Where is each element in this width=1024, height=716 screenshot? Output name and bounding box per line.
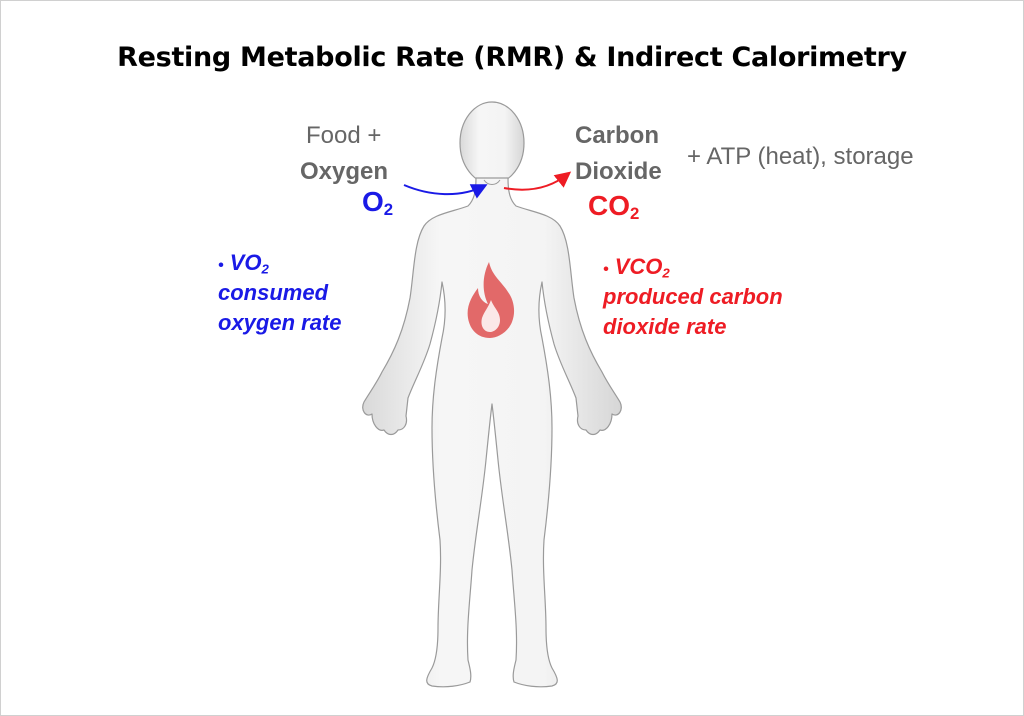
vo2-line3: oxygen rate xyxy=(218,310,342,335)
co2-formula: CO2 xyxy=(588,190,640,224)
vco2-line3: dioxide rate xyxy=(603,314,727,339)
carbon-label: Carbon xyxy=(575,122,659,149)
vo2-label: • VO2 xyxy=(218,250,269,277)
oxygen-label: Oxygen xyxy=(300,158,389,185)
human-body-icon xyxy=(362,101,622,688)
flame-icon xyxy=(467,262,515,338)
vco2-label: • VCO2 xyxy=(603,254,670,281)
dioxide-label: Dioxide xyxy=(575,158,662,185)
co2-outflow-arrow xyxy=(503,171,572,191)
vo2-line2: consumed xyxy=(218,280,329,305)
food-label: Food + xyxy=(306,122,382,149)
oxygen-inflow-arrow xyxy=(403,184,488,199)
o2-formula: O2 xyxy=(362,186,394,220)
atp-storage-label: + ATP (heat), storage xyxy=(687,143,914,170)
vco2-line2: produced carbon xyxy=(603,284,783,309)
diagram-title: Resting Metabolic Rate (RMR) & Indirect … xyxy=(117,42,907,73)
